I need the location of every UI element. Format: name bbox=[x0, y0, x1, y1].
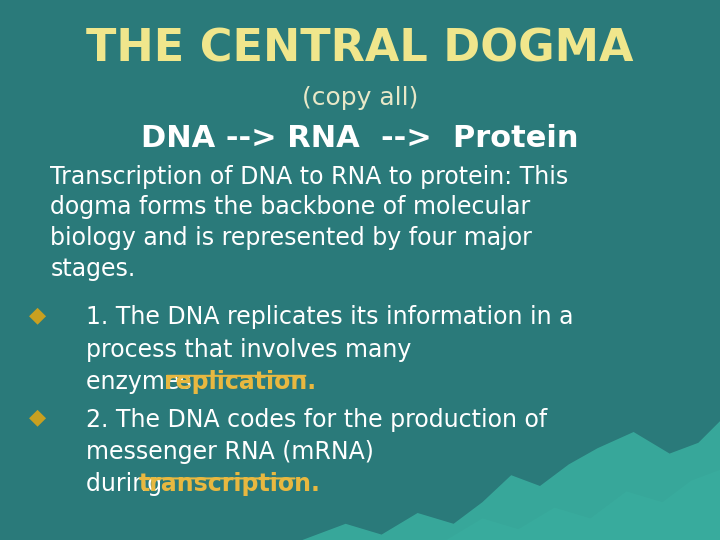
Text: Transcription of DNA to RNA to protein: This
dogma forms the backbone of molecul: Transcription of DNA to RNA to protein: … bbox=[50, 165, 569, 281]
Text: (copy all): (copy all) bbox=[302, 86, 418, 110]
Text: ◆: ◆ bbox=[29, 408, 46, 428]
Polygon shape bbox=[446, 470, 720, 540]
Text: process that involves many: process that involves many bbox=[86, 338, 412, 361]
Text: transcription.: transcription. bbox=[139, 472, 321, 496]
Text: enzymes:: enzymes: bbox=[86, 370, 207, 394]
Polygon shape bbox=[302, 421, 720, 540]
Text: DNA --> RNA  -->  Protein: DNA --> RNA --> Protein bbox=[141, 124, 579, 153]
Text: messenger RNA (mRNA): messenger RNA (mRNA) bbox=[86, 440, 374, 464]
Text: replication.: replication. bbox=[164, 370, 316, 394]
Text: THE CENTRAL DOGMA: THE CENTRAL DOGMA bbox=[86, 27, 634, 70]
Text: during: during bbox=[86, 472, 170, 496]
Text: 1. The DNA replicates its information in a: 1. The DNA replicates its information in… bbox=[86, 305, 574, 329]
Text: ◆: ◆ bbox=[29, 305, 46, 325]
Text: 2. The DNA codes for the production of: 2. The DNA codes for the production of bbox=[86, 408, 548, 431]
